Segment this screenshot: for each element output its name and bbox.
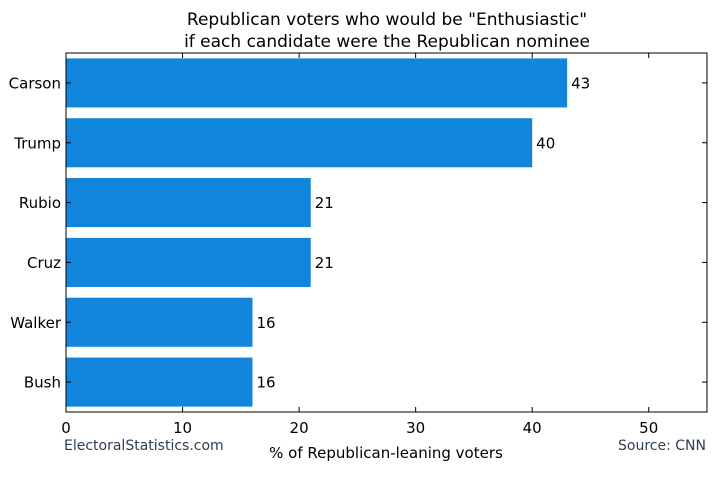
bar-rubio — [66, 178, 311, 227]
data-label-bush: 16 — [256, 374, 275, 392]
bar-cruz — [66, 238, 311, 287]
data-label-walker: 16 — [256, 314, 275, 332]
bar-bush — [66, 358, 252, 407]
x-tick-label: 10 — [173, 419, 192, 437]
y-tick-label-trump: Trump — [13, 134, 61, 152]
y-tick-label-cruz: Cruz — [27, 254, 61, 272]
chart-title: Republican voters who would be "Enthusia… — [187, 10, 587, 30]
y-tick-label-rubio: Rubio — [19, 194, 61, 212]
bar-walker — [66, 298, 252, 347]
x-tick-label: 40 — [523, 419, 542, 437]
y-tick-label-walker: Walker — [10, 314, 62, 332]
plot-area: 43 Carson 40 Trump 21 Rubio 21 Cruz 16 Walker 16 Bu… — [9, 53, 707, 437]
x-tick-label: 30 — [406, 419, 425, 437]
y-tick-label-carson: Carson — [9, 74, 61, 92]
footer-source: Source: CNN — [618, 438, 706, 454]
x-tick-label: 50 — [639, 419, 658, 437]
y-tick-label-bush: Bush — [24, 374, 61, 392]
bar-carson — [66, 58, 567, 107]
bar-trump — [66, 118, 532, 167]
chart-subtitle: if each candidate were the Republican no… — [184, 32, 590, 52]
x-tick-label: 0 — [61, 419, 71, 437]
footer-site-name: ElectoralStatistics.com — [64, 438, 224, 454]
data-label-cruz: 21 — [315, 254, 334, 272]
data-label-carson: 43 — [571, 74, 590, 92]
x-tick-label: 20 — [290, 419, 309, 437]
data-label-trump: 40 — [536, 134, 555, 152]
x-axis-label: % of Republican-leaning voters — [269, 444, 503, 462]
data-label-rubio: 21 — [315, 194, 334, 212]
